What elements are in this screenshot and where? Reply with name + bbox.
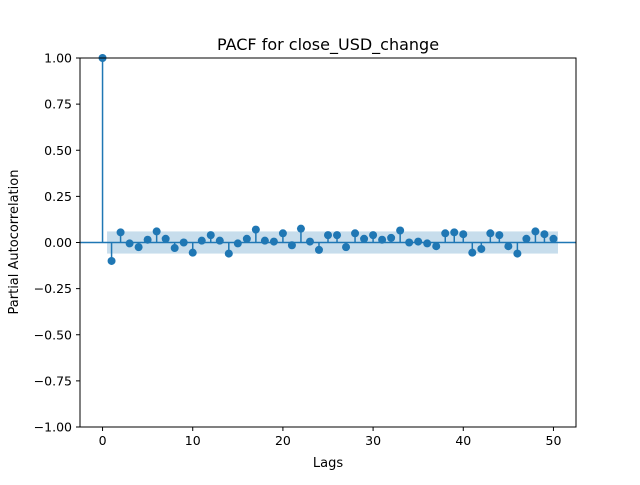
- point-lag-40: [459, 230, 468, 239]
- point-lag-5: [143, 235, 152, 244]
- y-tick-label-1: 0.75: [44, 97, 72, 112]
- y-tick-label-2: 0.50: [44, 143, 72, 158]
- point-lag-16: [242, 234, 251, 243]
- point-lag-22: [296, 224, 305, 233]
- y-tick-label-0: 1.00: [44, 51, 72, 66]
- x-axis-label: Lags: [313, 456, 343, 471]
- point-lag-47: [522, 234, 531, 243]
- point-lag-34: [405, 238, 414, 247]
- point-lag-14: [224, 249, 233, 258]
- point-lag-50: [549, 234, 558, 243]
- point-lag-38: [441, 229, 450, 238]
- point-lag-37: [432, 242, 441, 251]
- point-lag-43: [486, 229, 495, 238]
- chart-title: PACF for close_USD_change: [217, 35, 439, 55]
- x-tick-label-10: 10: [185, 433, 201, 448]
- x-ticks: 0 10 20 30 40 50: [99, 427, 562, 448]
- point-lag-41: [468, 248, 477, 257]
- point-lag-30: [369, 231, 378, 240]
- y-axis-label: Partial Autocorrelation: [7, 170, 22, 315]
- y-tick-label-6: −0.50: [34, 327, 72, 342]
- point-lag-1: [107, 256, 116, 265]
- y-tick-label-5: −0.25: [34, 281, 72, 296]
- point-lag-32: [387, 233, 396, 242]
- point-lag-49: [540, 230, 549, 239]
- point-lag-13: [215, 236, 224, 245]
- y-ticks: 1.00 0.75 0.50 0.25 0.00 −0.25 −0.50 −0.75 −1.00: [34, 51, 80, 435]
- point-lag-6: [152, 227, 161, 236]
- point-lag-42: [477, 244, 486, 253]
- point-lag-2: [116, 228, 125, 237]
- x-tick-label-30: 30: [365, 433, 381, 448]
- point-lag-3: [125, 239, 134, 248]
- x-tick-label-20: 20: [275, 433, 291, 448]
- point-lag-39: [450, 228, 459, 237]
- point-lag-44: [495, 231, 504, 240]
- point-lag-23: [305, 237, 314, 246]
- point-lag-46: [513, 249, 522, 258]
- point-lag-10: [188, 248, 197, 257]
- point-lag-11: [197, 236, 206, 245]
- y-tick-label-4: 0.00: [44, 235, 72, 250]
- point-lag-31: [378, 235, 387, 244]
- point-lag-7: [161, 234, 170, 243]
- point-lag-27: [342, 243, 351, 252]
- point-lag-12: [206, 231, 215, 240]
- y-tick-label-8: −1.00: [34, 420, 72, 435]
- y-tick-label-7: −0.75: [34, 373, 72, 388]
- x-tick-label-40: 40: [455, 433, 471, 448]
- point-lag-20: [278, 229, 287, 238]
- point-lag-29: [360, 234, 369, 243]
- x-tick-label-50: 50: [546, 433, 562, 448]
- point-lag-17: [251, 225, 260, 234]
- point-lag-9: [179, 238, 188, 247]
- points-layer: [98, 54, 558, 265]
- point-lag-33: [396, 226, 405, 235]
- point-lag-15: [233, 239, 242, 248]
- point-lag-8: [170, 244, 179, 253]
- point-lag-26: [333, 231, 342, 240]
- point-lag-45: [504, 242, 513, 251]
- point-lag-21: [287, 241, 296, 250]
- point-lag-36: [423, 239, 432, 248]
- y-tick-label-3: 0.25: [44, 189, 72, 204]
- point-lag-4: [134, 243, 143, 252]
- point-lag-25: [324, 231, 332, 240]
- point-lag-35: [414, 237, 423, 246]
- point-lag-48: [531, 227, 540, 236]
- point-lag-19: [269, 237, 278, 246]
- point-lag-18: [260, 236, 269, 245]
- point-lag-28: [351, 229, 360, 238]
- x-tick-label-0: 0: [99, 433, 107, 448]
- point-lag-24: [314, 245, 323, 254]
